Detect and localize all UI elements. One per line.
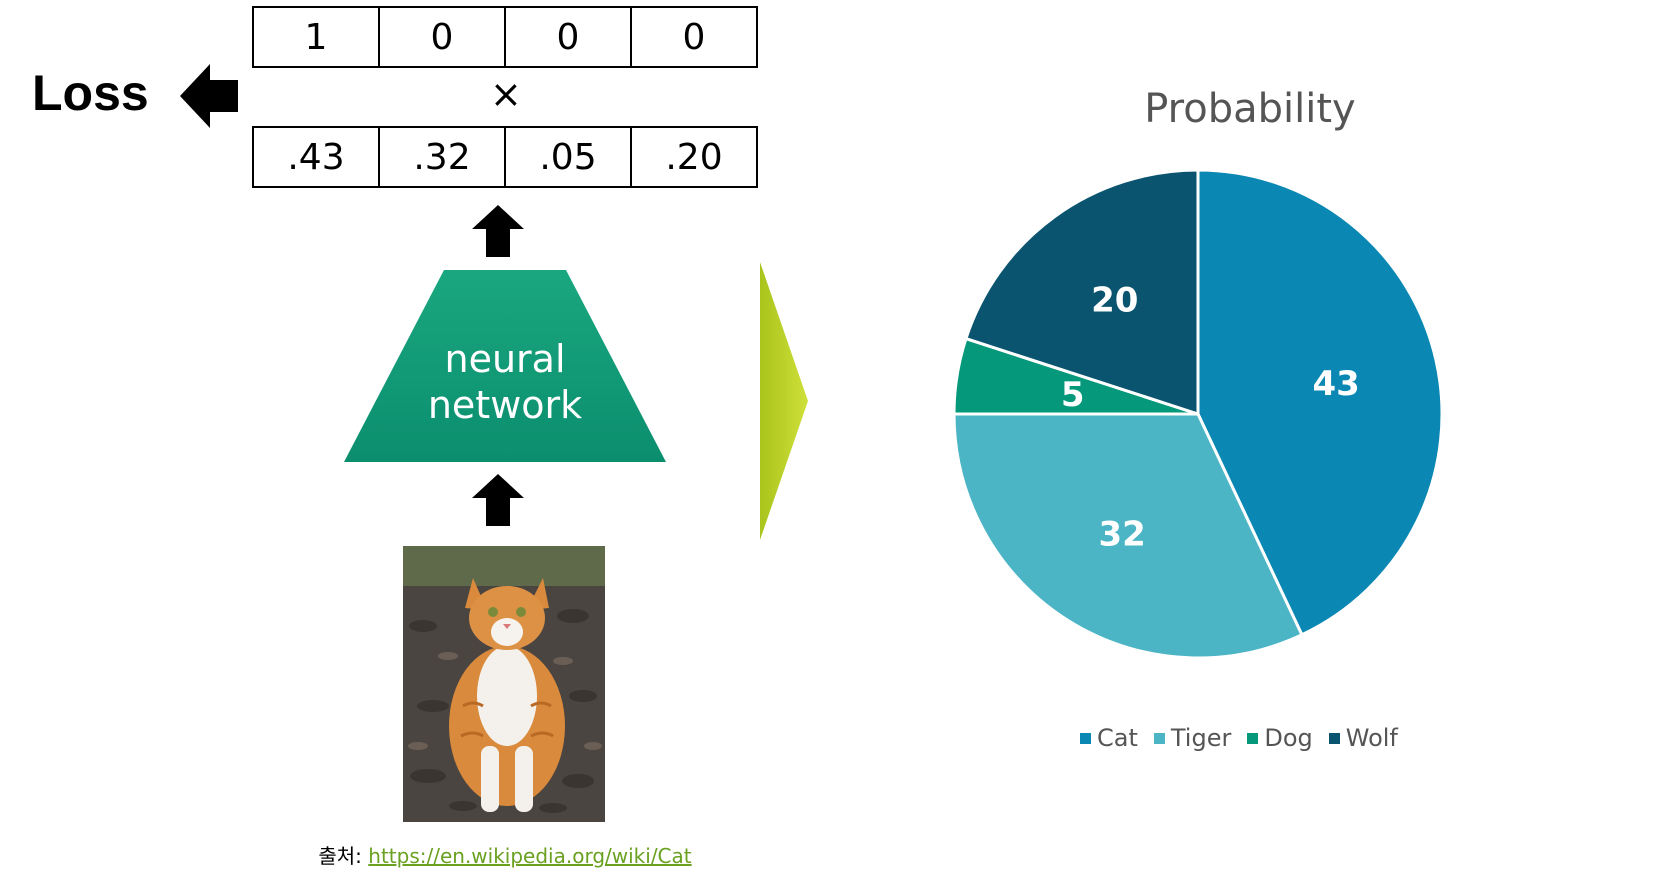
legend-label: Wolf: [1345, 724, 1398, 752]
prediction-cell: .32: [378, 126, 506, 188]
legend-label: Tiger: [1170, 724, 1232, 752]
prediction-cell: .05: [504, 126, 632, 188]
network-label-line: neural: [444, 337, 566, 381]
prediction-row: .43 .32 .05 .20: [252, 126, 758, 188]
source-link[interactable]: https://en.wikipedia.org/wiki/Cat: [368, 844, 692, 868]
source-caption: 출처: https://en.wikipedia.org/wiki/Cat: [0, 840, 1010, 869]
legend-item: Dog: [1247, 724, 1313, 752]
legend-swatch: [1247, 732, 1259, 744]
network-label-line: network: [427, 383, 583, 427]
arrow-up-icon: [472, 205, 524, 257]
chart-title: Probability: [1144, 86, 1356, 132]
source-prefix: 출처:: [318, 844, 369, 868]
legend-swatch: [1080, 732, 1091, 744]
neural-network-label: neural network: [344, 336, 666, 428]
target-cell: 0: [378, 6, 506, 68]
multiply-symbol: ×: [490, 72, 522, 116]
arrow-up-icon: [472, 474, 524, 526]
legend-swatch: [1153, 732, 1165, 744]
legend-item: Tiger: [1153, 724, 1232, 752]
legend-item: Wolf: [1328, 724, 1398, 752]
pie-slice-cat: [1196, 168, 1444, 637]
loss-label: Loss: [32, 65, 149, 121]
pie-slice-wolf: [964, 168, 1200, 417]
chevron-right-icon: [760, 262, 808, 540]
pie-data-label: 5: [1061, 375, 1085, 415]
arrow-left-icon: [180, 64, 238, 128]
pie-data-label: 20: [1091, 281, 1138, 321]
pie-data-label: 32: [1099, 514, 1146, 554]
target-row: 1 0 0 0: [252, 6, 758, 68]
prediction-cell: .43: [252, 126, 380, 188]
pie-chart: 43 32 5 20: [952, 168, 1444, 660]
legend-item: Cat: [1080, 724, 1138, 752]
chart-legend: Cat Tiger Dog Wolf: [1080, 724, 1398, 752]
pie-slice-tiger: [952, 412, 1304, 660]
cat-photo: [403, 546, 605, 822]
legend-label: Cat: [1097, 724, 1138, 752]
prediction-cell: .20: [630, 126, 758, 188]
pie-data-label: 43: [1312, 364, 1359, 404]
target-cell: 1: [252, 6, 380, 68]
neural-network-block: [344, 270, 666, 462]
target-cell: 0: [504, 6, 632, 68]
target-cell: 0: [630, 6, 758, 68]
legend-label: Dog: [1264, 724, 1313, 752]
legend-swatch: [1328, 732, 1340, 744]
